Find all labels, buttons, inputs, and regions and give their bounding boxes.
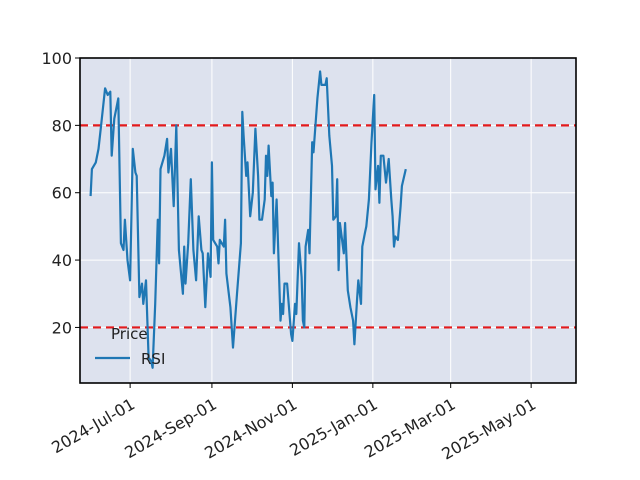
y-tick-label: 20 [52, 318, 72, 337]
y-tick-label: 80 [52, 116, 72, 135]
x-axis: 2024-Jul-012024-Sep-012024-Nov-012025-Ja… [48, 383, 539, 464]
series-line-rsi [89, 70, 407, 369]
series-lines [89, 70, 407, 369]
y-axis: 20 40 60 80 100 [41, 49, 80, 337]
legend-title: Price [111, 325, 148, 343]
y-tick-label: 40 [52, 251, 72, 270]
legend: Price RSI [95, 325, 165, 368]
plot-frame [79, 57, 577, 384]
legend-label-rsi: RSI [141, 350, 165, 368]
y-tick-label: 100 [41, 49, 72, 68]
y-tick-label: 60 [52, 184, 72, 203]
